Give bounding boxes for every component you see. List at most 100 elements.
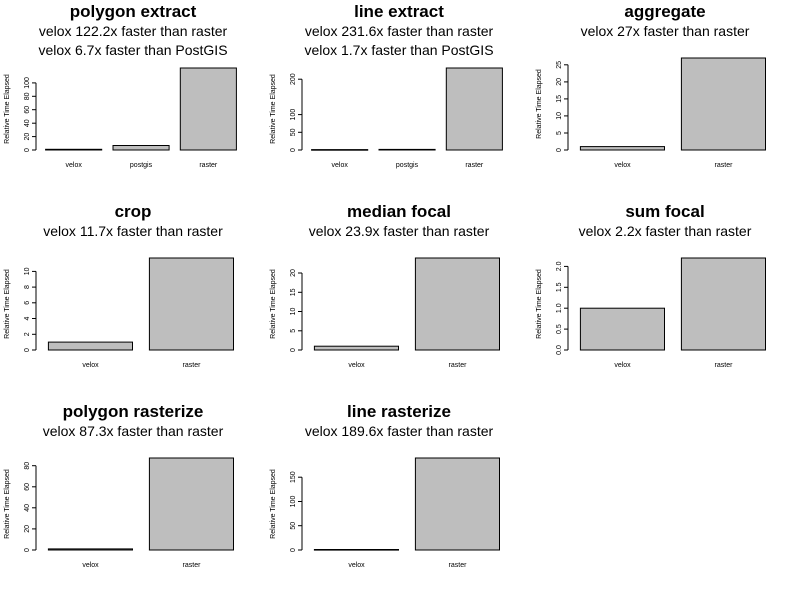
bar-raster <box>414 257 500 351</box>
y-tick-label: 10 <box>290 308 297 316</box>
y-tick-label: 20 <box>24 133 31 141</box>
y-tick-label: 0 <box>290 148 297 152</box>
y-tick-label: 0.0 <box>556 345 563 355</box>
x-tick-label: raster <box>715 162 734 169</box>
x-tick-label: velox <box>82 362 99 369</box>
bar-plot: velox raster 0 2 4 6 8 10 Relative Time Elapsed <box>4 257 234 369</box>
x-tick-label: postgis <box>396 162 419 169</box>
y-tick-label: 20 <box>24 525 31 533</box>
chart-subtitle: velox 1.7x faster than PostGIS <box>304 42 494 58</box>
y-tick-label: 0 <box>290 348 297 352</box>
chart-subtitle: velox 231.6x faster than raster <box>304 23 494 39</box>
x-tick-label: raster <box>449 362 468 369</box>
x-tick-label: raster <box>199 162 218 169</box>
y-tick-label: 100 <box>290 109 297 121</box>
chart-subtitle: velox 11.7x faster than raster <box>43 223 223 239</box>
chart-title: polygon extract <box>69 2 197 21</box>
bar-raster <box>414 457 500 551</box>
bar-velox <box>45 148 103 151</box>
y-tick-label: 4 <box>24 316 31 320</box>
y-tick-label: 0 <box>24 548 31 552</box>
y-tick-label: 2 <box>24 332 31 336</box>
y-axis-label: Relative Time Elapsed <box>270 74 277 144</box>
y-tick-label: 8 <box>24 285 31 289</box>
y-tick-label: 200 <box>290 73 297 85</box>
x-tick-label: velox <box>82 562 99 569</box>
x-tick-label: raster <box>183 362 202 369</box>
y-tick-label: 6 <box>24 301 31 305</box>
bar-raster <box>445 67 503 151</box>
x-tick-label: raster <box>449 562 468 569</box>
x-tick-label: velox <box>614 162 631 169</box>
chart-title: line rasterize <box>347 402 451 421</box>
chart-title: line extract <box>354 2 444 21</box>
y-tick-label: 15 <box>290 288 297 296</box>
y-tick-label: 150 <box>290 471 297 483</box>
bar-velox <box>579 146 665 151</box>
y-tick-label: 40 <box>24 119 31 127</box>
chart-subtitle: velox 87.3x faster than raster <box>42 423 224 439</box>
chart-subtitle: velox 2.2x faster than raster <box>578 223 752 239</box>
chart-panel: line extract velox 231.6x faster than ras… <box>266 0 532 200</box>
x-tick-label: velox <box>332 162 349 169</box>
chart-title: aggregate <box>624 2 706 21</box>
y-tick-label: 2.0 <box>556 261 563 271</box>
y-tick-label: 100 <box>24 77 31 89</box>
y-tick-label: 15 <box>556 95 563 103</box>
y-tick-label: 50 <box>290 128 297 136</box>
bar-velox <box>47 341 133 351</box>
y-tick-label: 10 <box>24 267 31 275</box>
y-axis-label: Relative Time Elapsed <box>536 269 543 339</box>
y-axis-label: Relative Time Elapsed <box>4 469 11 539</box>
y-tick-label: 80 <box>24 462 31 470</box>
chart-title: polygon rasterize <box>62 402 204 421</box>
y-axis-label: Relative Time Elapsed <box>4 269 11 339</box>
x-tick-label: velox <box>348 562 365 569</box>
chart-title: median focal <box>347 202 451 221</box>
chart-panel: line rasterize velox 189.6x faster than r… <box>266 400 532 600</box>
y-tick-label: 20 <box>290 269 297 277</box>
y-tick-label: 10 <box>556 112 563 120</box>
x-tick-label: raster <box>183 562 202 569</box>
bar-plot: velox postgis raster 0 50 100 200 Relative Time… <box>270 67 503 169</box>
x-tick-label: velox <box>348 362 365 369</box>
x-tick-label: raster <box>465 162 484 169</box>
bar-raster <box>148 257 234 351</box>
y-tick-label: 0 <box>290 548 297 552</box>
bar-plot: velox postgis raster 0 20 40 60 80 100 Relative T… <box>4 67 237 169</box>
bar-velox <box>313 345 399 351</box>
bar-velox <box>313 549 399 551</box>
chart-subtitle: velox 27x faster than raster <box>580 23 750 39</box>
bar-plot: velox raster 0 5 10 15 20 Relative Time Elapsed <box>270 257 500 369</box>
x-tick-label: postgis <box>130 162 153 169</box>
y-tick-label: 60 <box>24 483 31 491</box>
y-tick-label: 20 <box>556 78 563 86</box>
y-tick-label: 0 <box>24 148 31 152</box>
y-tick-label: 0 <box>556 148 563 152</box>
bar-velox <box>47 548 133 551</box>
y-tick-label: 50 <box>290 522 297 530</box>
bar-raster <box>680 57 766 151</box>
bar-plot: velox raster 0 50 100 150 Relative Time Elapse… <box>270 457 500 569</box>
bar-plot: velox raster 0.0 0.5 1.0 1.5 2.0 Relative Time … <box>536 257 766 369</box>
bar-plot: velox raster 0 5 10 15 20 25 Relative Time Elaps… <box>536 57 766 169</box>
x-tick-label: velox <box>614 362 631 369</box>
chart-panel: polygon rasterize velox 87.3x faster than… <box>0 400 266 600</box>
chart-subtitle: velox 6.7x faster than PostGIS <box>38 42 228 58</box>
y-tick-label: 25 <box>556 61 563 69</box>
x-tick-label: raster <box>715 362 734 369</box>
chart-panel: crop velox 11.7x faster than raster velox r… <box>0 200 266 400</box>
bar-velox <box>579 307 665 351</box>
y-tick-label: 1.0 <box>556 303 563 313</box>
chart-subtitle: velox 189.6x faster than raster <box>304 423 494 439</box>
bar-plot: velox raster 0 20 40 60 80 Relative Time Elapse… <box>4 457 234 569</box>
bar-raster <box>148 457 234 551</box>
bar-postgis <box>112 145 170 151</box>
chart-panel: polygon extract velox 122.2x faster than … <box>0 0 266 200</box>
bar-raster <box>680 257 766 351</box>
y-tick-label: 5 <box>556 131 563 135</box>
y-axis-label: Relative Time Elapsed <box>4 74 11 144</box>
y-tick-label: 1.5 <box>556 282 563 292</box>
y-tick-label: 60 <box>24 106 31 114</box>
bar-raster <box>179 67 237 151</box>
